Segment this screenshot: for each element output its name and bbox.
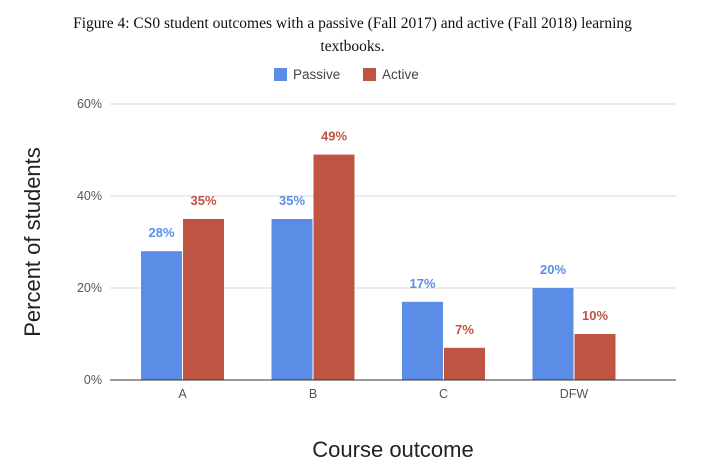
x-axis-title: Course outcome: [312, 437, 473, 462]
x-tick-label-c: C: [439, 387, 448, 401]
caption-line-2: textbooks.: [320, 38, 385, 55]
x-tick-label-dfw: DFW: [560, 387, 589, 401]
legend-swatch-active: [363, 68, 376, 81]
bar-active-b: [313, 154, 355, 380]
y-axis-title: Percent of students: [20, 147, 45, 337]
legend-swatch-passive: [274, 68, 287, 81]
data-label-active-c: 7%: [455, 322, 474, 337]
legend-label-active: Active: [382, 67, 419, 82]
y-tick-label: 0%: [84, 373, 102, 387]
data-label-passive-a: 28%: [148, 225, 174, 240]
x-tick-label-b: B: [309, 387, 317, 401]
data-labels: 28% 35% 35% 49% 17% 7% 20% 10%: [148, 129, 608, 337]
x-tick-label-a: A: [178, 387, 187, 401]
bar-passive-b: [271, 219, 313, 380]
legend-label-passive: Passive: [293, 67, 340, 82]
bar-active-c: [444, 347, 485, 380]
caption-line-1: Figure 4: CS0 student outcomes with a pa…: [73, 15, 632, 32]
bar-active-a: [183, 219, 224, 380]
data-label-active-dfw: 10%: [582, 308, 608, 323]
data-label-passive-dfw: 20%: [540, 262, 566, 277]
x-axis-ticks: A B C DFW: [178, 387, 588, 401]
y-tick-label: 60%: [77, 97, 102, 111]
bar-passive-c: [402, 301, 443, 380]
data-label-passive-b: 35%: [279, 193, 305, 208]
data-label-active-b: 49%: [321, 129, 347, 144]
legend: Passive Active: [274, 67, 419, 82]
data-label-active-a: 35%: [190, 193, 216, 208]
bar-passive-a: [141, 251, 182, 380]
bar-active-dfw: [574, 334, 616, 380]
y-tick-label: 40%: [77, 189, 102, 203]
data-label-passive-c: 17%: [409, 276, 435, 291]
y-axis-ticks: 0% 20% 40% 60%: [77, 97, 102, 387]
bar-passive-dfw: [532, 288, 574, 380]
y-tick-label: 20%: [77, 281, 102, 295]
bars: [141, 154, 616, 380]
figure-caption: Figure 4: CS0 student outcomes with a pa…: [0, 12, 705, 58]
